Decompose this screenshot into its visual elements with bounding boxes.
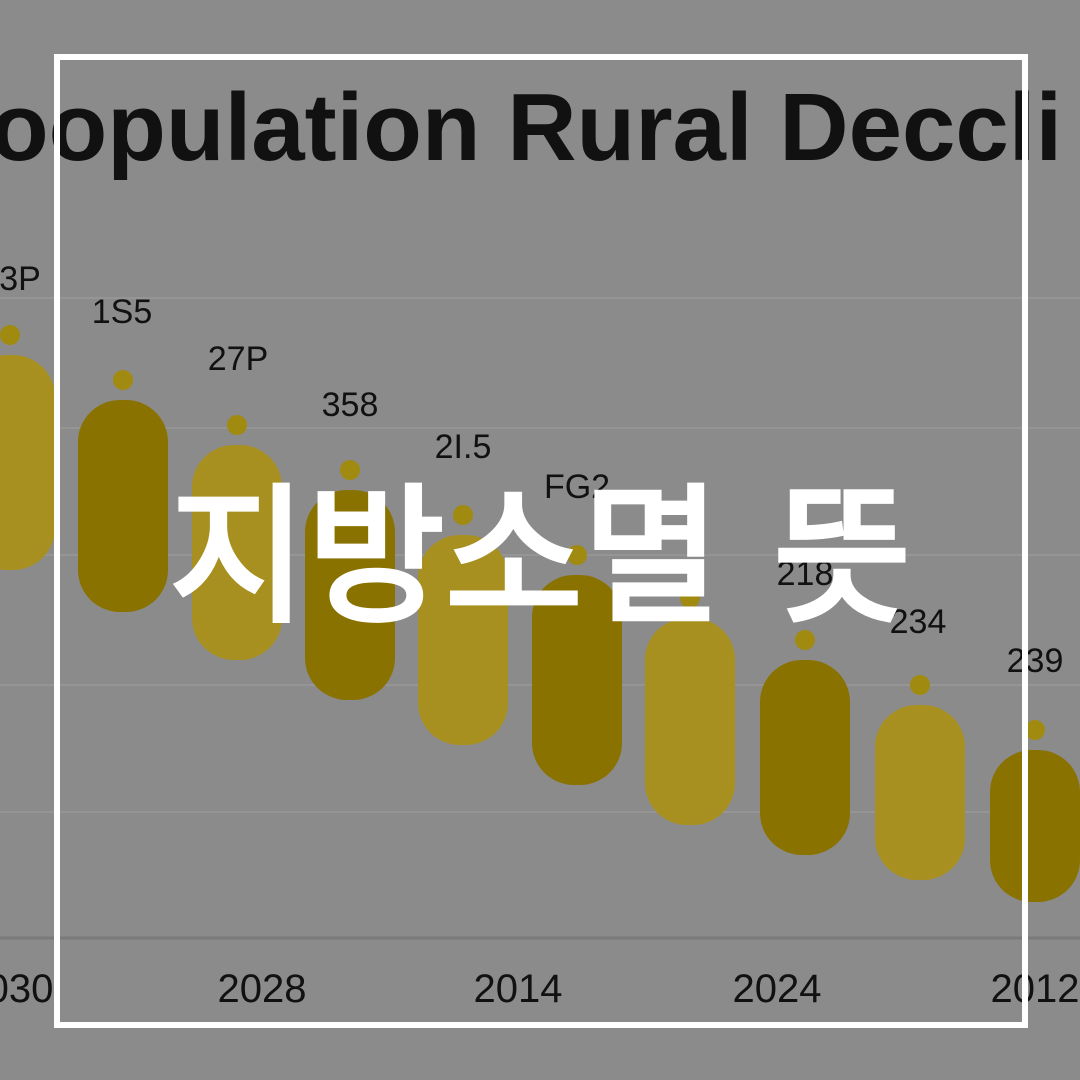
capsule (78, 400, 168, 612)
capsule (532, 575, 622, 785)
capsule (305, 490, 395, 700)
dot (113, 370, 133, 390)
dot (795, 630, 815, 650)
dot (567, 545, 587, 565)
value-label: 358 (322, 386, 379, 424)
value-label: 2I.5 (435, 428, 492, 466)
capsule (990, 750, 1080, 902)
x-label: 2028 (218, 967, 307, 1011)
frame (54, 54, 1028, 1028)
value-label: 218 (777, 555, 834, 593)
value-label: 1S5 (92, 293, 153, 331)
dot (227, 415, 247, 435)
value-label: 3P (0, 260, 41, 298)
capsule (0, 355, 55, 570)
bars (0, 325, 1080, 902)
dot (0, 325, 20, 345)
labels: 3P 1S5 27P 358 2I.5 FG2 218 234 239 030 2028 2014 20… (0, 260, 1079, 1011)
dot (680, 588, 700, 608)
value-label: 27P (208, 340, 269, 378)
value-label: FG2 (544, 468, 610, 506)
x-label: 2024 (733, 967, 822, 1011)
value-label: 234 (890, 603, 947, 641)
capsule (418, 535, 508, 745)
capsule (645, 618, 735, 825)
x-label: 030 (0, 967, 53, 1011)
dot (340, 460, 360, 480)
dot (910, 675, 930, 695)
background-title: oopulation Rural Deccli (0, 74, 1062, 181)
capsule (760, 660, 850, 855)
dot (1025, 720, 1045, 740)
dot (453, 505, 473, 525)
capsule (875, 705, 965, 880)
capsule (192, 445, 282, 660)
x-label: 2014 (474, 967, 563, 1011)
value-label: 239 (1007, 642, 1064, 680)
x-label: 2012 (991, 967, 1080, 1011)
headline: 지방소멸 뜻 (169, 471, 911, 645)
